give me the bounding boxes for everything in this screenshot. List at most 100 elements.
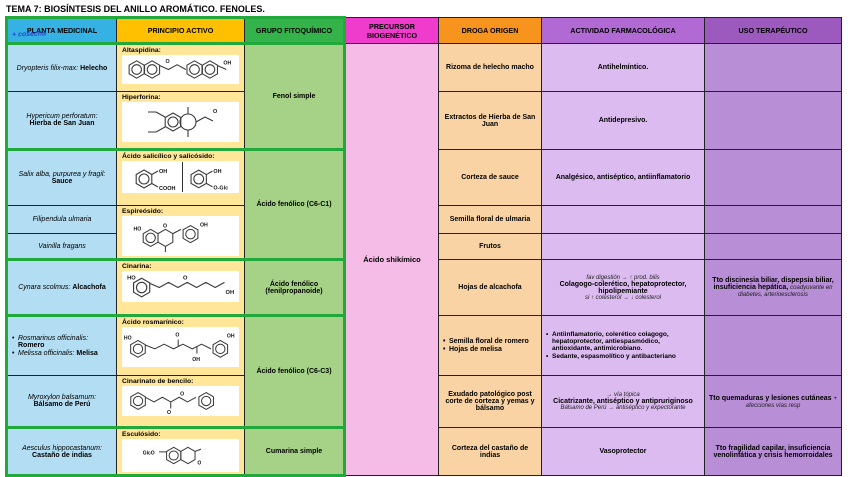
- cell-principio-espireosido: Espireósido: HO OH O: [116, 205, 245, 260]
- row-hiperico: Hypericum perforatum: Hierba de San Juan…: [5, 91, 842, 150]
- row-castano: Aesculus hippocastanum: Castaño de india…: [5, 426, 842, 477]
- atom-label: O: [180, 391, 184, 397]
- structure-esculosido: GlcO O: [122, 439, 239, 472]
- cell-droga-hiperico: Extractos de Hierba de San Juan: [438, 91, 542, 150]
- handwritten-note-cosecha: + cosecha: [11, 30, 47, 39]
- planta-latin: Salix alba, purpurea y fragil:: [18, 171, 106, 178]
- cell-planta-alcachofa: Cynara scolmus: Alcachofa: [5, 258, 117, 316]
- fenoles-table: PLANTA MEDICINAL PRINCIPIO ACTIVO GRUPO …: [5, 16, 842, 477]
- planta-latin: Melissa officinalis:: [18, 350, 75, 357]
- principio-label: Ácido rosmarínico:: [122, 319, 184, 326]
- col-header-grupo-fitoquimico: GRUPO FITOQUÍMICO: [244, 16, 346, 44]
- cell-planta-romero-melisa: Rosmarinus officinalis: Romero Melissa o…: [5, 314, 117, 376]
- cell-planta-castano: Aesculus hippocastanum: Castaño de india…: [5, 426, 117, 477]
- cell-actividad-vainilla: [541, 233, 705, 260]
- planta-latin: Dryopteris filix-max:: [16, 64, 79, 72]
- atom-label: OH: [223, 61, 231, 67]
- cell-planta-vainilla: Vainilla fragans: [5, 233, 117, 260]
- handwritten-note-via-topica: → vía tópica: [606, 392, 640, 398]
- planta-latin: Aesculus hippocastanum:: [22, 444, 102, 452]
- structure-hiperforina: O: [122, 102, 239, 142]
- principio-label: Ácido salicílico y salicósido:: [122, 153, 215, 160]
- col-header-uso-terapeutico: USO TERAPÉUTICO: [704, 17, 842, 44]
- cell-principio-cinarina: Cinarina: HO O OH: [116, 258, 245, 316]
- cell-uso-sauce: [704, 149, 842, 206]
- cell-actividad-helecho: Antihelmíntico.: [541, 43, 705, 92]
- cell-uso-balsamo: Tto quemaduras y lesiones cutáneas + afe…: [704, 375, 842, 428]
- droga-item: Hojas de melisa: [442, 346, 538, 353]
- planta-common: Bálsamo de Perú: [33, 401, 91, 408]
- handwritten-note-digestion: fav digestión → ↑ prod. bilis: [586, 274, 660, 281]
- cell-actividad-castano: Vasoprotector: [541, 427, 705, 476]
- atom-label: HO: [127, 275, 136, 281]
- row-helecho: Dryopteris filix-max: Helecho Altaspidin…: [5, 42, 842, 476]
- atom-label: OH: [227, 334, 235, 340]
- structure-cinarina: HO O OH: [122, 271, 239, 302]
- planta-common: Melisa: [76, 350, 98, 357]
- atom-label: COOH: [159, 186, 176, 192]
- structure-espireosido: HO OH O: [122, 216, 239, 256]
- actividad-text: Colagogo-colerético, hepatoprotector, hi…: [559, 280, 687, 295]
- row-sauce: Salix alba, purpurea y fragil: Sauce Áci…: [5, 148, 842, 260]
- planta-latin: Myroxylon balsamum:: [27, 394, 97, 401]
- uso-text: Tto discinesia biliar, dispepsia biliar,…: [712, 277, 834, 291]
- handwritten-note-uso: coadyuvante en diabetes, arterioescleros…: [738, 285, 833, 298]
- structure-altaspidina: O OH: [122, 55, 239, 84]
- cell-droga-balsamo: Exudado patológico post corte de corteza…: [438, 375, 542, 428]
- cell-droga-vainilla: Frutos: [438, 233, 542, 260]
- cell-actividad-sauce: Analgésico, antiséptico, antiinflamatori…: [541, 149, 705, 206]
- atom-label: O: [197, 461, 201, 467]
- actividad-text: Cicatrizante, antiséptico y antiprurigin…: [553, 398, 693, 405]
- actividad-item: Sedante, espasmolítico y antibacteriano: [545, 353, 701, 360]
- cell-grupo-cumarina-simple: Cumarina simple: [244, 426, 346, 477]
- atom-label: O: [165, 59, 169, 65]
- cell-uso-romero-melisa: [704, 315, 842, 376]
- atom-label: GlcO: [142, 451, 154, 457]
- principio-label: Cinarinato de bencilo:: [122, 378, 194, 385]
- cell-uso-alcachofa: Tto discinesia biliar, dispepsia biliar,…: [704, 259, 842, 316]
- cell-principio-helecho: Altaspidina: O OH: [116, 42, 245, 92]
- atom-label: HO: [124, 336, 132, 342]
- principio-label: Hiperforina:: [122, 94, 161, 101]
- cell-principio-cinarinato: Cinarinato de bencilo: O O: [116, 375, 245, 428]
- cell-principio-sauce: Ácido salicílico y salicósido: OH COOH O…: [116, 148, 245, 206]
- principio-label: Espireósido:: [122, 208, 164, 215]
- droga-item: Semilla floral de romero: [442, 338, 538, 345]
- planta-latin: Cynara scolmus:: [18, 284, 71, 291]
- cell-actividad-balsamo: → vía tópica Cicatrizante, antiséptico y…: [541, 375, 705, 428]
- principio-label: Altaspidina:: [122, 47, 161, 54]
- cell-precursor-biogenetico: Ácido shikímico: [344, 43, 439, 476]
- cell-droga-ulmaria: Semilla floral de ulmaria: [438, 205, 542, 234]
- cell-droga-sauce: Corteza de sauce: [438, 149, 542, 206]
- cell-uso-helecho: [704, 43, 842, 92]
- planta-common: Castaño de indias: [32, 451, 92, 459]
- atom-label: OH: [193, 357, 201, 363]
- cell-uso-ulmaria: [704, 205, 842, 234]
- uso-text: Tto quemaduras y lesiones cutáneas: [708, 394, 832, 402]
- page-title: TEMA 7: BIOSÍNTESIS DEL ANILLO AROMÁTICO…: [6, 4, 265, 14]
- structure-salicilico-salicosido: OH COOH OH O-Glc: [122, 161, 239, 193]
- cell-planta-helecho: Dryopteris filix-max: Helecho: [5, 42, 117, 92]
- atom-label: O: [183, 275, 188, 281]
- atom-label: OH: [159, 169, 167, 175]
- cell-planta-hiperico: Hypericum perforatum: Hierba de San Juan: [5, 91, 117, 150]
- cell-droga-helecho: Rizoma de helecho macho: [438, 43, 542, 92]
- planta-item: Melissa officinalis: Melisa: [11, 350, 113, 357]
- principio-label: Cinarina:: [122, 263, 152, 270]
- cell-actividad-romero-melisa: Antiinflamatorio, colerético colagogo, h…: [541, 315, 705, 376]
- atom-label: O-Glc: [213, 186, 228, 192]
- col-header-planta-medicinal: PLANTA MEDICINAL: [5, 16, 117, 44]
- planta-common: Alcachofa: [72, 284, 106, 291]
- row-balsamo: Myroxylon balsamum: Bálsamo de Perú Cina…: [5, 375, 842, 428]
- cell-uso-castano: Tto fragilidad capilar, insuficiencia ve…: [704, 427, 842, 476]
- row-romero-melisa: Rosmarinus officinalis: Romero Melissa o…: [5, 314, 842, 428]
- planta-item: Rosmarinus officinalis: Romero: [11, 335, 113, 349]
- cell-droga-romero-melisa: Semilla floral de romero Hojas de melisa: [438, 315, 542, 376]
- structure-acido-rosmarinico: HO O OH OH: [122, 327, 239, 367]
- atom-label: OH: [200, 223, 208, 229]
- planta-common: Hierba de San Juan: [29, 120, 95, 127]
- atom-label: O: [213, 109, 218, 115]
- col-header-actividad-farmacologica: ACTIVIDAD FARMACOLÓGICA: [541, 17, 705, 44]
- row-vainilla: Vainilla fragans Frutos: [5, 233, 842, 260]
